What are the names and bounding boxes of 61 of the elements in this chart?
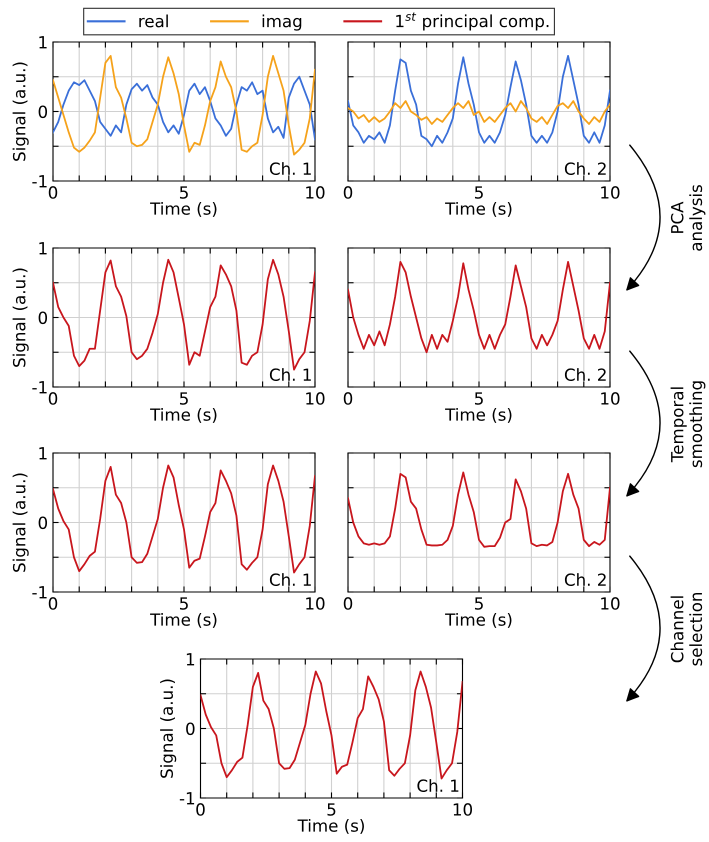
x-axis-title: Time (s): [150, 202, 216, 217]
y-tick-label: -1: [32, 381, 47, 394]
x-tick-label: 10: [601, 597, 620, 610]
line-series: [200, 670, 462, 780]
x-axis-title: Time (s): [150, 612, 216, 628]
x-tick-label: 0: [48, 186, 58, 199]
y-tick-label: 1: [39, 242, 47, 254]
y-tick-label: 1: [186, 653, 194, 666]
annotation: Ch. 1: [270, 368, 311, 381]
annotation: Ch. 2: [564, 368, 606, 381]
y-tick-label: 1: [39, 36, 47, 48]
annotation: Ch. 1: [270, 162, 311, 175]
text: PCA analysis: [670, 185, 706, 251]
x-tick-label: 5: [474, 186, 483, 199]
y-axis-title: Signal (a.u.): [12, 473, 29, 572]
x-tick-label: 0: [344, 186, 352, 199]
text: Temporal smoothing: [670, 381, 706, 468]
y-tick-label: 0: [38, 516, 48, 530]
x-tick-label: 0: [48, 597, 58, 610]
line-series: [53, 54, 315, 156]
x-tick-label: 5: [180, 392, 188, 405]
x-tick-label: 0: [48, 392, 58, 405]
y-axis-title: Signal (a.u.): [160, 679, 176, 778]
y-tick-label: -1: [180, 792, 194, 804]
y-tick-label: -1: [32, 175, 47, 188]
line-series: [53, 464, 315, 574]
x-tick-label: 10: [454, 803, 472, 816]
x-tick-label: 10: [306, 186, 324, 199]
annotation: Ch. 2: [564, 162, 606, 175]
x-tick-label: 5: [474, 597, 483, 610]
y-tick-label: -1: [32, 586, 47, 598]
x-tick-label: 10: [601, 392, 620, 405]
x-tick-label: 10: [306, 392, 324, 405]
x-tick-label: 10: [306, 597, 324, 610]
annotation: Ch. 2: [564, 573, 606, 586]
y-axis-title: Signal (a.u.): [12, 62, 29, 161]
x-tick-label: 0: [344, 597, 352, 610]
y-tick-label: 0: [186, 722, 195, 736]
x-axis-title: Time (s): [445, 202, 512, 217]
x-axis-title: Time (s): [298, 818, 364, 834]
x-axis-title: Time (s): [150, 408, 216, 423]
x-tick-label: 0: [196, 803, 205, 816]
y-tick-label: 0: [38, 311, 48, 324]
y-axis-title: Signal (a.u.): [12, 268, 29, 367]
x-axis-title: Time (s): [445, 408, 512, 423]
legend-label: 1$^{st}$ principal comp.: [396, 12, 548, 31]
legend-label: imag: [262, 14, 302, 31]
annotation: Ch. 1: [270, 573, 311, 586]
x-tick-label: 5: [474, 392, 483, 405]
x-tick-label: 5: [180, 186, 188, 199]
legend-label: real: [139, 14, 168, 28]
x-tick-label: 5: [327, 803, 336, 816]
text: Channel selection: [670, 592, 702, 666]
y-tick-label: 1: [39, 447, 47, 460]
line-series: [53, 76, 315, 140]
x-tick-label: 0: [344, 392, 352, 405]
x-tick-label: 5: [180, 597, 188, 610]
x-tick-label: 10: [601, 186, 620, 199]
y-tick-label: 0: [38, 105, 48, 118]
x-axis-title: Time (s): [445, 612, 512, 628]
annotation: Ch. 1: [417, 779, 458, 792]
